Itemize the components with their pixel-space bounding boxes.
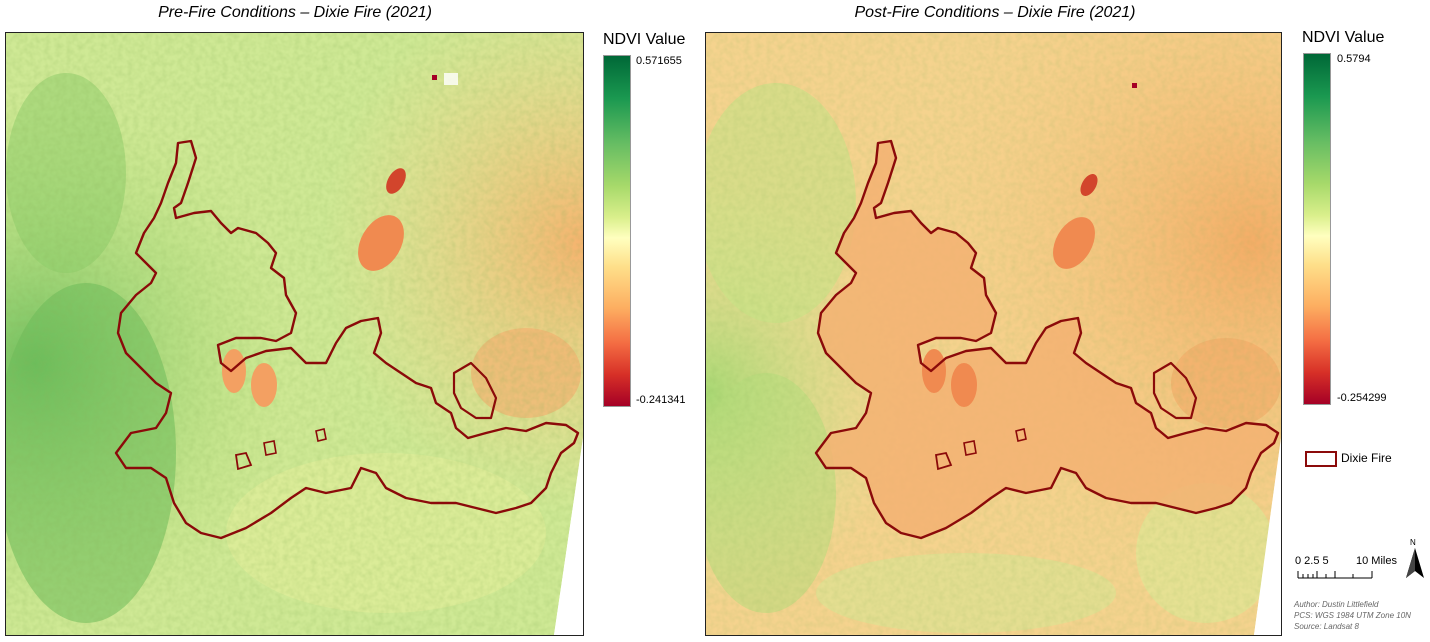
post-fire-ndvi-ramp: [1303, 53, 1331, 405]
credit-projection: PCS: WGS 1984 UTM Zone 10N: [1294, 611, 1411, 620]
dixie-fire-perimeter-east-lobe: [452, 361, 498, 420]
scale-bar-end-label: 10 Miles: [1356, 555, 1397, 567]
dixie-fire-perimeter: [814, 139, 1280, 540]
pre-fire-ndvi-min: -0.241341: [636, 394, 686, 406]
north-arrow-icon: [1406, 548, 1424, 578]
pre-fire-ndvi-ramp: [603, 55, 631, 407]
north-label: N: [1410, 538, 1416, 547]
pre-fire-ndvi-raster: [6, 33, 583, 635]
post-fire-ndvi-max: 0.5794: [1337, 53, 1371, 65]
post-fire-ndvi-min: -0.254299: [1337, 392, 1387, 404]
post-fire-legend-title: NDVI Value: [1302, 29, 1385, 46]
dixie-fire-legend-swatch: [1305, 451, 1337, 467]
post-fire-map: [705, 32, 1282, 636]
credit-author: Author: Dustin Littlefield: [1294, 600, 1379, 609]
pre-fire-map-title: Pre-Fire Conditions – Dixie Fire (2021): [158, 4, 432, 21]
north-arrow: N: [1404, 538, 1426, 582]
map-credits: Author: Dustin Littlefield PCS: WGS 1984…: [1294, 599, 1411, 632]
pre-fire-legend-title: NDVI Value: [603, 31, 686, 48]
dixie-fire-legend-label: Dixie Fire: [1341, 451, 1392, 465]
scale-bar-tick-labels: 0 2.5 5: [1295, 555, 1329, 567]
post-fire-ndvi-raster: [706, 33, 1281, 635]
scale-bar: [1297, 571, 1373, 579]
dixie-fire-perimeter: [114, 139, 580, 540]
dixie-fire-perimeter-east-lobe: [1152, 361, 1198, 420]
pre-fire-map: [5, 32, 584, 636]
pre-fire-ndvi-max: 0.571655: [636, 55, 682, 67]
credit-source: Source: Landsat 8: [1294, 622, 1359, 631]
post-fire-map-title: Post-Fire Conditions – Dixie Fire (2021): [854, 4, 1136, 21]
